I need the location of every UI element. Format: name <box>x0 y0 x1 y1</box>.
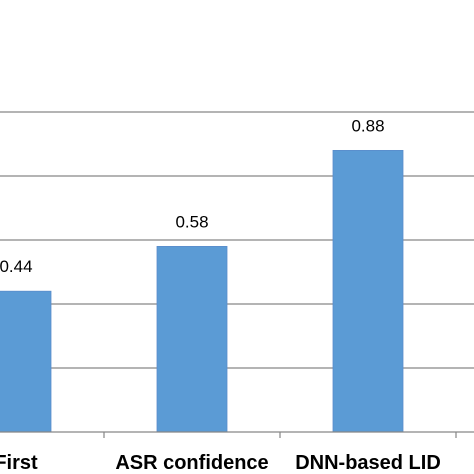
data-label: 0.88 <box>351 116 384 135</box>
data-label: 0.58 <box>175 212 208 231</box>
data-label: 0.44 <box>0 257 33 276</box>
x-axis <box>0 431 474 438</box>
category-label: First <box>0 452 38 474</box>
category-label: DNN-based LID <box>295 452 441 474</box>
category-label: ASR confidence <box>115 452 268 474</box>
bar-asr-confidence <box>156 245 228 433</box>
category-labels: First ASR confidence DNN-based LID <box>0 452 441 474</box>
data-labels: 0.44 0.58 0.88 <box>0 116 385 276</box>
bar-dnn-based-lid <box>332 149 404 433</box>
bar-first <box>0 290 52 433</box>
bars <box>0 149 404 433</box>
